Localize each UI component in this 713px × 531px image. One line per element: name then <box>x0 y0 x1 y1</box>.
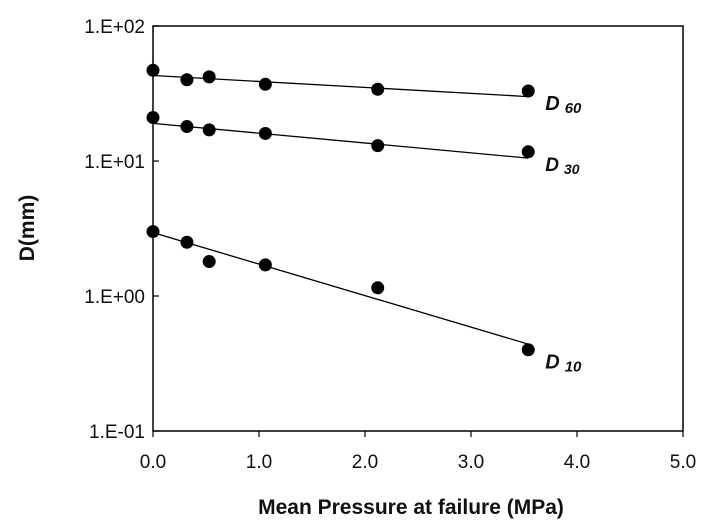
data-point-D30 <box>202 123 216 137</box>
y-tick-label: 1.E+01 <box>84 152 145 173</box>
x-tick-label: 4.0 <box>564 452 590 473</box>
data-point-D10 <box>521 343 535 357</box>
data-point-D30 <box>258 126 272 140</box>
x-axis-title: Mean Pressure at failure (MPa) <box>258 496 564 519</box>
series-label-main: D <box>545 352 559 374</box>
y-tick-label: 1.E+00 <box>84 287 145 308</box>
data-point-D60 <box>146 63 160 77</box>
data-point-D10 <box>371 281 385 295</box>
x-tick-label: 0.0 <box>140 452 166 473</box>
series-label-main: D <box>545 93 559 115</box>
data-point-D10 <box>180 235 194 249</box>
data-point-D60 <box>202 70 216 84</box>
x-tick-label: 3.0 <box>458 452 484 473</box>
data-point-D60 <box>521 84 535 98</box>
series-label-sub: 10 <box>565 359 582 376</box>
data-points <box>146 63 535 357</box>
data-point-D10 <box>146 225 160 239</box>
data-point-D30 <box>180 120 194 134</box>
data-point-D10 <box>202 255 216 269</box>
x-tick-label: 1.0 <box>246 452 272 473</box>
series-label-main: D <box>545 155 559 176</box>
x-tick-label: 5.0 <box>670 452 696 473</box>
data-point-D60 <box>258 77 272 91</box>
x-axis-ticks: 0.0 1.0 2.0 3.0 4.0 5.0 <box>140 431 696 473</box>
trend-line-D10 <box>152 231 529 345</box>
y-axis-title: D(mm) <box>16 195 39 262</box>
series-label-D30: D 30 <box>545 155 580 177</box>
data-point-D60 <box>180 73 194 87</box>
y-tick-label: 1.E-01 <box>89 422 145 443</box>
series-label-D60: D 60 <box>545 93 582 117</box>
data-point-D30 <box>146 111 160 125</box>
data-point-D30 <box>521 145 535 159</box>
series-labels: D 60 D 30 D 10 <box>545 93 582 376</box>
series-label-D10: D 10 <box>545 352 582 376</box>
plot-area <box>152 25 684 432</box>
y-tick-label: 1.E+02 <box>84 17 145 38</box>
data-point-D30 <box>371 139 385 153</box>
series-label-sub: 30 <box>564 161 580 177</box>
series-label-sub: 60 <box>565 100 582 117</box>
x-tick-label: 2.0 <box>352 452 378 473</box>
y-axis-ticks: 1.E-01 1.E+00 1.E+01 1.E+02 <box>84 17 159 443</box>
trend-line-D60 <box>152 74 529 98</box>
data-point-D10 <box>258 258 272 272</box>
data-point-D60 <box>371 82 385 96</box>
